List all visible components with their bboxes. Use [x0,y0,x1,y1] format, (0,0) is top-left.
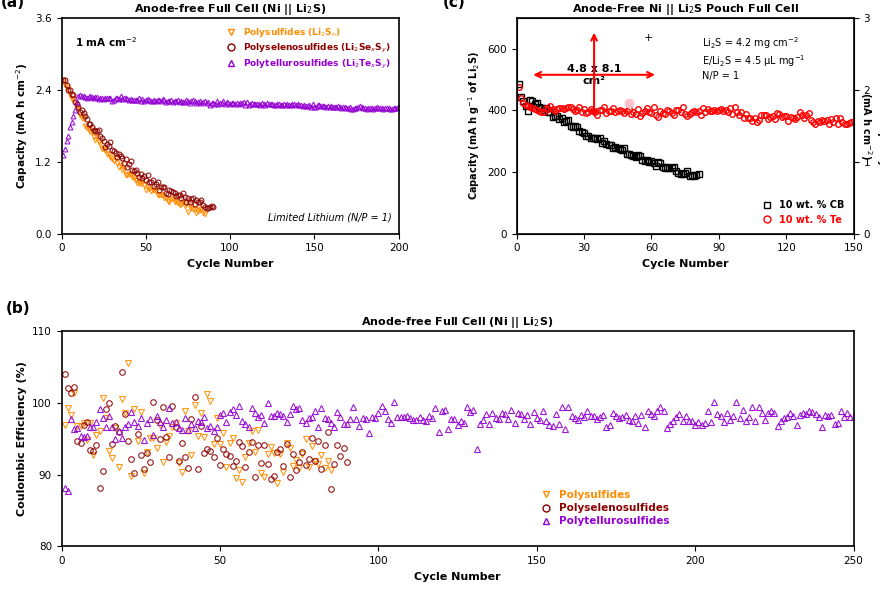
Y-axis label: Capacity (mA h cm$^{-2}$): Capacity (mA h cm$^{-2}$) [14,62,30,189]
Y-axis label: Capacity (mA h g$^{-1}$ of Li$_2$S): Capacity (mA h g$^{-1}$ of Li$_2$S) [466,51,481,200]
Y-axis label: Areal Capacity
(mA h cm$^{-2}$): Areal Capacity (mA h cm$^{-2}$) [859,86,880,166]
Text: (b): (b) [6,301,31,317]
Title: Anode-free Full Cell (Ni || Li$_2$S): Anode-free Full Cell (Ni || Li$_2$S) [134,2,326,17]
Legend: Polysulfides (Li$_2$S$_n$), Polyselenosulfides (Li$_2$Se$_x$S$_y$), Polytelluros: Polysulfides (Li$_2$S$_n$), Polyselenosu… [218,23,394,74]
Title: Anode-Free Ni || Li$_2$S Pouch Full Cell: Anode-Free Ni || Li$_2$S Pouch Full Cell [572,2,798,17]
Text: (c): (c) [443,0,466,10]
X-axis label: Cycle Number: Cycle Number [642,259,729,269]
X-axis label: Cycle Number: Cycle Number [414,572,501,582]
Text: Li$_2$S = 4.2 mg cm$^{-2}$
E/Li$_2$S = 4.5 μL mg$^{-1}$
N/P = 1: Li$_2$S = 4.2 mg cm$^{-2}$ E/Li$_2$S = 4… [702,35,805,81]
Y-axis label: Coulombic Efficiency (%): Coulombic Efficiency (%) [17,361,26,516]
Text: (a): (a) [1,0,25,10]
Legend: Polysulfides, Polyselenosulfides, Polytellurosulfides: Polysulfides, Polyselenosulfides, Polyte… [532,486,674,530]
Title: Anode-free Full Cell (Ni || Li$_2$S): Anode-free Full Cell (Ni || Li$_2$S) [362,315,554,330]
Text: 1 mA cm$^{-2}$: 1 mA cm$^{-2}$ [75,35,137,49]
X-axis label: Cycle Number: Cycle Number [187,259,274,269]
Text: Limited Lithium (N/P = 1): Limited Lithium (N/P = 1) [268,213,392,223]
Legend: 10 wt. % CB, 10 wt. % Te: 10 wt. % CB, 10 wt. % Te [753,196,848,229]
